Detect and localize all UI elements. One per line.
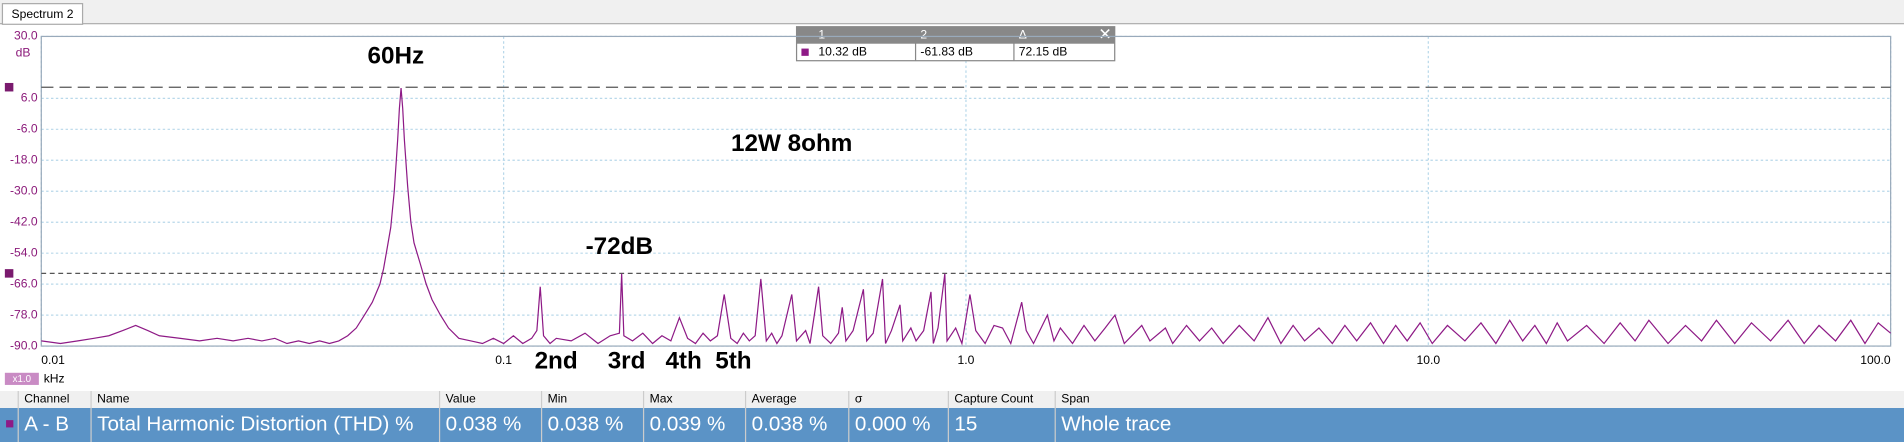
x-tick-label: 1.0 [958,353,975,367]
ruler-value: 72.15 dB [1019,44,1068,58]
y-tick-label: 6.0 [21,91,38,105]
y-tick-label: -66.0 [10,276,38,290]
tab-label[interactable]: Spectrum 2 [12,7,74,21]
ruler-handle [4,82,14,92]
table-header-cell: Average [752,392,797,406]
annotation: 60Hz [368,42,425,69]
annotation: 3rd [608,347,646,374]
table-header-cell: Span [1061,392,1089,406]
tab[interactable] [1,3,84,25]
x-tick-label: 0.1 [495,353,512,367]
annotation: 4th [665,347,701,374]
x-scale-badge-label: x1.0 [13,374,32,385]
plot-frame [40,35,1892,347]
row-swatch [6,420,14,428]
annotation: -72dB [586,233,653,260]
y-tick-label: -6.0 [17,122,38,136]
ruler-box: ✕ 1 10.32 dB 2 -61.83 dB Δ 72.15 dB [795,26,1116,62]
x-tick-label: 10.0 [1416,353,1440,367]
table-cell: 0.038 % [752,412,828,435]
y-tick-label: -18.0 [10,152,38,166]
x-tick-label: 100.0 [1860,353,1891,367]
y-tick-label: -54.0 [10,245,38,259]
y-tick-label: -42.0 [10,214,38,228]
trace [41,87,1892,346]
ruler-header: Δ [1019,27,1027,41]
table-cell: Whole trace [1061,412,1171,435]
annotation: 2nd [535,347,578,374]
table-cell: 0.038 % [446,412,522,435]
table-header-cell: Max [650,392,673,406]
table-header-cell: Min [548,392,568,406]
table-header-cell: σ [855,392,863,406]
y-tick-label: -30.0 [10,183,38,197]
y-tick-label: -90.0 [10,338,38,352]
ruler-value: 10.32 dB [818,44,867,58]
table-cell: 0.000 % [855,412,931,435]
table-cell: Total Harmonic Distortion (THD) % [97,412,413,435]
table-header-cell: Channel [24,392,69,406]
tab-bar [0,0,1904,25]
y-tick-label: -78.0 [10,307,38,321]
ruler-header: 1 [818,27,825,41]
annotation: 12W 8ohm [731,130,852,157]
ruler-handle [4,269,14,278]
ruler-header: 2 [920,27,927,41]
x-scale-badge [4,372,39,385]
ruler-box-header [796,26,1115,44]
table-header [0,391,1904,408]
table-cell: A - B [24,412,69,435]
table-row[interactable] [0,408,1904,442]
annotation: 5th [715,347,751,374]
table-header-cell: Name [97,392,130,406]
ruler-value: -61.83 dB [920,44,973,58]
x-tick-label: 0.01 [41,353,65,367]
y-tick-label: 30.0 [14,29,38,43]
table-header-cell: Capture Count [954,392,1033,406]
table-cell: 15 [954,412,977,435]
x-axis-label: kHz [44,372,65,386]
table-cell: 0.038 % [548,412,624,435]
y-axis-label: dB [16,46,31,60]
table-header-cell: Value [446,392,476,406]
table-cell: 0.039 % [650,412,726,435]
ruler-box-swatch [801,48,809,56]
close-button[interactable]: ✕ [1098,26,1111,43]
